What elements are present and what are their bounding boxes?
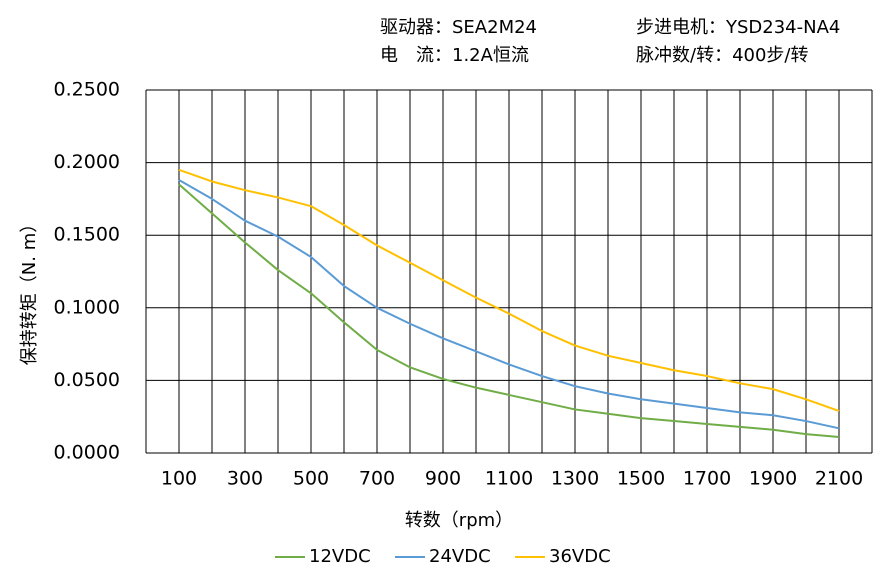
y-tick-label: 0.2500	[54, 79, 120, 101]
x-tick-label: 500	[293, 468, 329, 490]
legend-label: 24VDC	[429, 546, 491, 567]
x-tick-label: 2100	[815, 468, 863, 490]
y-tick-label: 0.1500	[54, 224, 120, 246]
x-axis-label: 转数（rpm）	[405, 510, 513, 531]
legend-label: 12VDC	[309, 546, 371, 567]
x-tick-label: 1100	[485, 468, 533, 490]
x-tick-label: 700	[359, 468, 395, 490]
x-tick-label: 1300	[551, 468, 599, 490]
data-line	[178, 179, 840, 430]
y-tick-label: 0.0000	[54, 442, 120, 464]
x-tick-label: 1700	[683, 468, 731, 490]
y-tick-label: 0.1000	[54, 296, 120, 318]
x-tick-label: 1900	[749, 468, 797, 490]
header-text: 步进电机：YSD234-NA4	[636, 17, 840, 38]
x-tick-label: 100	[161, 468, 197, 490]
data-line	[178, 183, 840, 439]
header-text: 电 流：1.2A恒流	[380, 45, 529, 66]
legend-label: 36VDC	[549, 546, 611, 567]
y-tick-label: 0.2000	[54, 151, 120, 173]
header-text: 脉冲数/转：400步/转	[636, 45, 809, 66]
data-line	[178, 168, 840, 412]
y-axis-label: 保持转矩（N. m）	[19, 215, 40, 365]
x-tick-label: 1500	[617, 468, 665, 490]
y-tick-label: 0.0500	[54, 369, 120, 391]
x-tick-label: 900	[425, 468, 461, 490]
header-text: 驱动器：SEA2M24	[380, 17, 537, 38]
x-tick-label: 300	[227, 468, 263, 490]
